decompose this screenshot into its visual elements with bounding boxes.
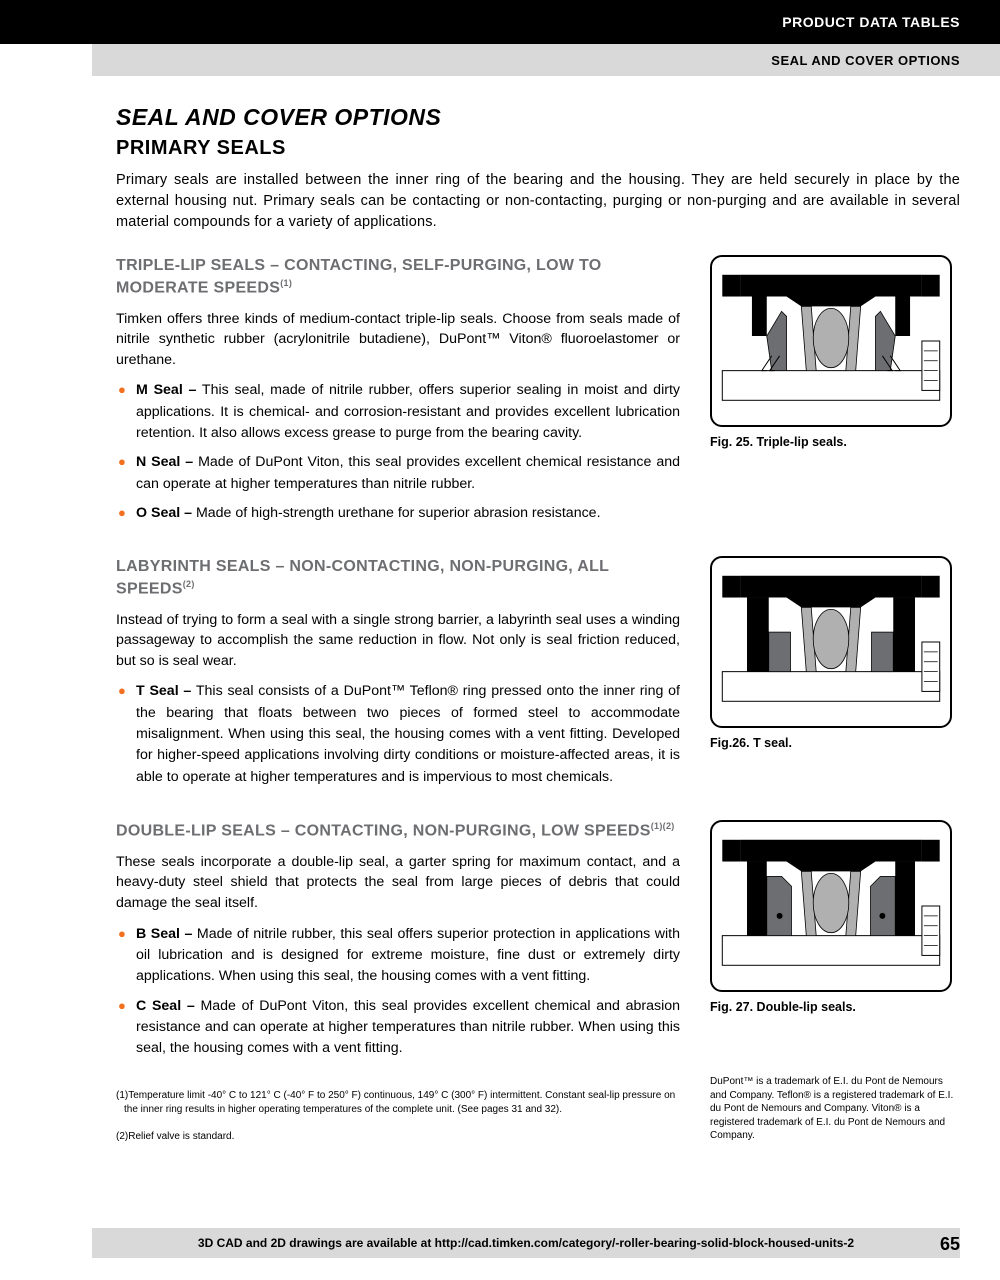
list-item: O Seal – Made of high-strength urethane …	[116, 503, 680, 524]
section-labyrinth: LABYRINTH SEALS – NON-CONTACTING, NON-PU…	[116, 556, 960, 796]
list-item: C Seal – Made of DuPont Viton, this seal…	[116, 996, 680, 1060]
header-black-bar: PRODUCT DATA TABLES	[0, 0, 1000, 44]
page-number: 65	[940, 1234, 960, 1255]
figure-26	[710, 556, 952, 728]
triple-bullets: M Seal – This seal, made of nitrile rubb…	[116, 380, 680, 524]
figure-27	[710, 820, 952, 992]
figure-25	[710, 255, 952, 427]
sub-title: PRIMARY SEALS	[116, 137, 960, 160]
footnote-2: (2)Relief valve is standard.	[116, 1130, 680, 1144]
list-item: M Seal – This seal, made of nitrile rubb…	[116, 380, 680, 444]
header-gray-text: SEAL AND COVER OPTIONS	[771, 53, 960, 68]
footnote-1: (1)Temperature limit -40° C to 121° C (-…	[116, 1089, 680, 1116]
triple-heading: TRIPLE-LIP SEALS – CONTACTING, SELF-PURG…	[116, 255, 680, 299]
footer-bar: 3D CAD and 2D drawings are available at …	[92, 1228, 960, 1258]
header-black-text: PRODUCT DATA TABLES	[782, 14, 960, 30]
labyrinth-desc: Instead of trying to form a seal with a …	[116, 610, 680, 672]
figure-25-caption: Fig. 25. Triple-lip seals.	[710, 435, 960, 449]
list-item: T Seal – This seal consists of a DuPont™…	[116, 681, 680, 787]
main-title: SEAL AND COVER OPTIONS	[116, 104, 960, 131]
labyrinth-heading: LABYRINTH SEALS – NON-CONTACTING, NON-PU…	[116, 556, 680, 600]
section-double-lip: DOUBLE-LIP SEALS – CONTACTING, NON-PURGI…	[116, 820, 960, 1067]
header-gray-bar: SEAL AND COVER OPTIONS	[92, 44, 1000, 76]
figure-26-caption: Fig.26. T seal.	[710, 736, 960, 750]
trademark-note: DuPont™ is a trademark of E.I. du Pont d…	[710, 1075, 960, 1143]
section-triple-lip: TRIPLE-LIP SEALS – CONTACTING, SELF-PURG…	[116, 255, 960, 532]
double-desc: These seals incorporate a double-lip sea…	[116, 852, 680, 914]
footer-text: 3D CAD and 2D drawings are available at …	[198, 1236, 854, 1250]
list-item: B Seal – Made of nitrile rubber, this se…	[116, 924, 680, 988]
list-item: N Seal – Made of DuPont Viton, this seal…	[116, 452, 680, 495]
labyrinth-bullets: T Seal – This seal consists of a DuPont™…	[116, 681, 680, 787]
figure-27-caption: Fig. 27. Double-lip seals.	[710, 1000, 960, 1014]
triple-desc: Timken offers three kinds of medium-cont…	[116, 309, 680, 371]
double-bullets: B Seal – Made of nitrile rubber, this se…	[116, 924, 680, 1060]
intro-paragraph: Primary seals are installed between the …	[116, 170, 960, 233]
double-heading: DOUBLE-LIP SEALS – CONTACTING, NON-PURGI…	[116, 820, 680, 842]
